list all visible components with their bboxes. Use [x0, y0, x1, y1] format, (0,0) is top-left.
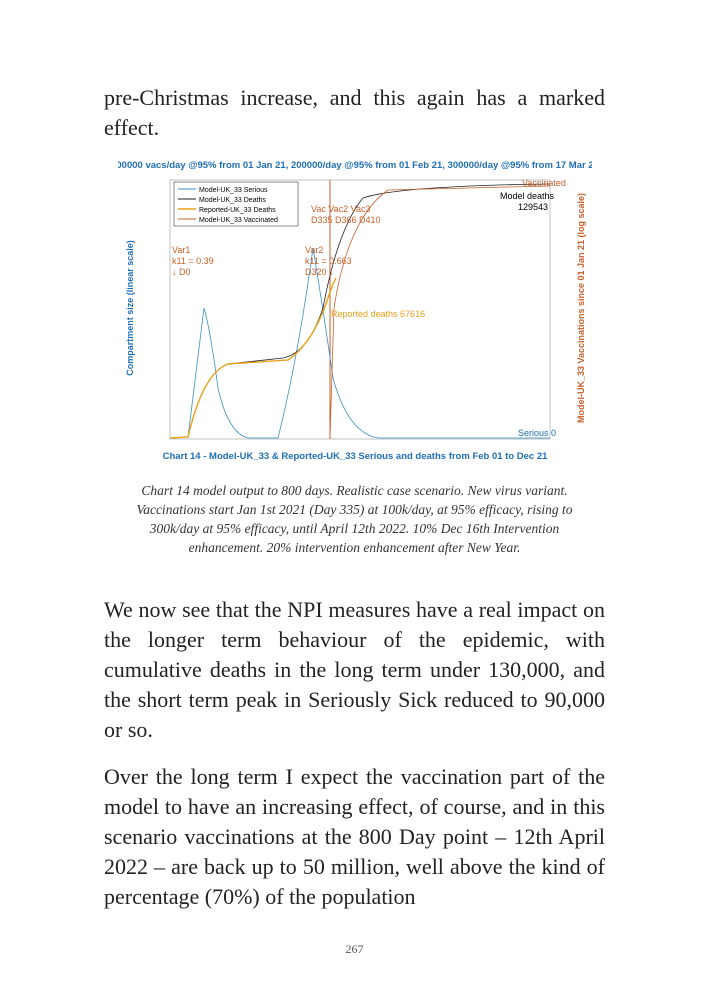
legend-label: Reported-UK_33 Deaths [199, 207, 276, 214]
annotation: Var2 [305, 245, 323, 255]
figure-caption: Chart 14 model output to 800 days. Reali… [136, 483, 573, 555]
annotation: 129543 [518, 202, 548, 212]
annotation: ↓ D0 [172, 267, 191, 277]
annotation: Vac Vac2 Vac3 [311, 204, 371, 214]
serious-curve [169, 247, 550, 439]
plot-frame [169, 179, 551, 440]
annotation: Vaccinated [522, 178, 566, 188]
annotation: Model deaths [500, 191, 555, 201]
annotation: Serious 0 [518, 428, 556, 438]
legend-label: Model-UK_33 Vaccinated [199, 217, 278, 224]
reported-deaths-curve [169, 277, 337, 439]
paragraph: We now see that the NPI measures have a … [104, 597, 605, 742]
page-number: 267 [345, 942, 364, 956]
legend-label: Model-UK_33 Serious [199, 187, 268, 194]
paragraph: pre-Christmas increase, and this again h… [104, 85, 605, 140]
paragraph: Over the long term I expect the vaccinat… [104, 764, 605, 909]
annotation: Reported deaths 67616 [331, 309, 425, 319]
annotation: D320 ↓ [305, 267, 334, 277]
chart-title: 100000 vacs/day @95% from 01 Jan 21, 200… [118, 160, 592, 171]
vaccinated-curve [329, 185, 551, 439]
y2-label: Model-UK_33 Vaccinations since 01 Jan 21… [576, 193, 586, 423]
figure: 100000 vacs/day @95% from 01 Jan 21, 200… [118, 158, 592, 468]
annotation: D335 D366 D410 [311, 215, 381, 225]
annotation: Var1 [172, 245, 190, 255]
annotation: k11 = 0.39 [172, 256, 214, 266]
legend-label: Model-UK_33 Deaths [199, 197, 266, 204]
annotation: k11 = 0.663 [305, 256, 352, 266]
y-label: Compartment size (linear scale) [125, 240, 135, 376]
chart-bottom-title: Chart 14 - Model-UK_33 & Reported-UK_33 … [163, 451, 549, 462]
